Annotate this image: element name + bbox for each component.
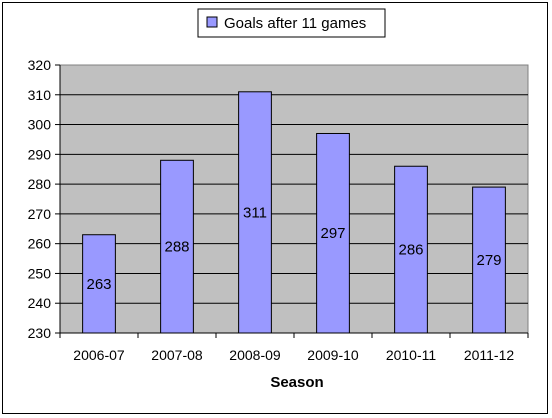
x-tick-label: 2011-12 xyxy=(464,347,515,363)
bar xyxy=(472,186,506,334)
y-tick-label: 260 xyxy=(28,236,52,252)
data-label: 297 xyxy=(320,225,345,242)
plot-area xyxy=(59,64,529,334)
x-tick-label: 2009-10 xyxy=(307,347,359,363)
bar xyxy=(160,159,194,334)
x-tick-label: 2006-07 xyxy=(73,347,125,363)
bar xyxy=(316,132,350,334)
data-label: 286 xyxy=(398,242,423,259)
y-tick-label: 270 xyxy=(28,206,52,222)
legend: Goals after 11 games xyxy=(197,8,386,38)
x-tick-label: 2007-08 xyxy=(151,347,203,363)
data-label: 288 xyxy=(164,239,189,256)
x-axis-title: Season xyxy=(270,374,323,391)
bar xyxy=(238,91,272,334)
data-label: 311 xyxy=(243,204,267,221)
y-tick-label: 300 xyxy=(28,117,52,133)
y-tick-label: 230 xyxy=(28,325,52,341)
y-tick-label: 320 xyxy=(28,57,52,73)
x-axis: 2006-07 2007-08 2008-09 2009-10 2010-11 2011-… xyxy=(59,332,529,363)
y-axis: 230 240 250 260 270 280 290 300 310 320 xyxy=(28,57,61,341)
y-tick-label: 290 xyxy=(28,146,52,162)
legend-swatch xyxy=(206,16,218,28)
x-tick-label: 2008-09 xyxy=(229,347,281,363)
bar xyxy=(82,234,116,334)
data-label: 263 xyxy=(86,276,111,293)
legend-box xyxy=(197,8,386,38)
y-tick-label: 310 xyxy=(28,87,52,103)
gridlines xyxy=(60,94,528,304)
y-tick-label: 240 xyxy=(28,295,52,311)
x-tick-label: 2010-11 xyxy=(386,347,437,363)
data-label: 279 xyxy=(476,252,501,269)
bar xyxy=(394,165,428,334)
y-tick-label: 250 xyxy=(28,265,52,281)
bar-labels: 263 288 311 297 286 279 xyxy=(86,204,501,292)
bars xyxy=(82,91,506,334)
y-tick-label: 280 xyxy=(28,176,52,192)
legend-label: Goals after 11 games xyxy=(224,15,366,32)
